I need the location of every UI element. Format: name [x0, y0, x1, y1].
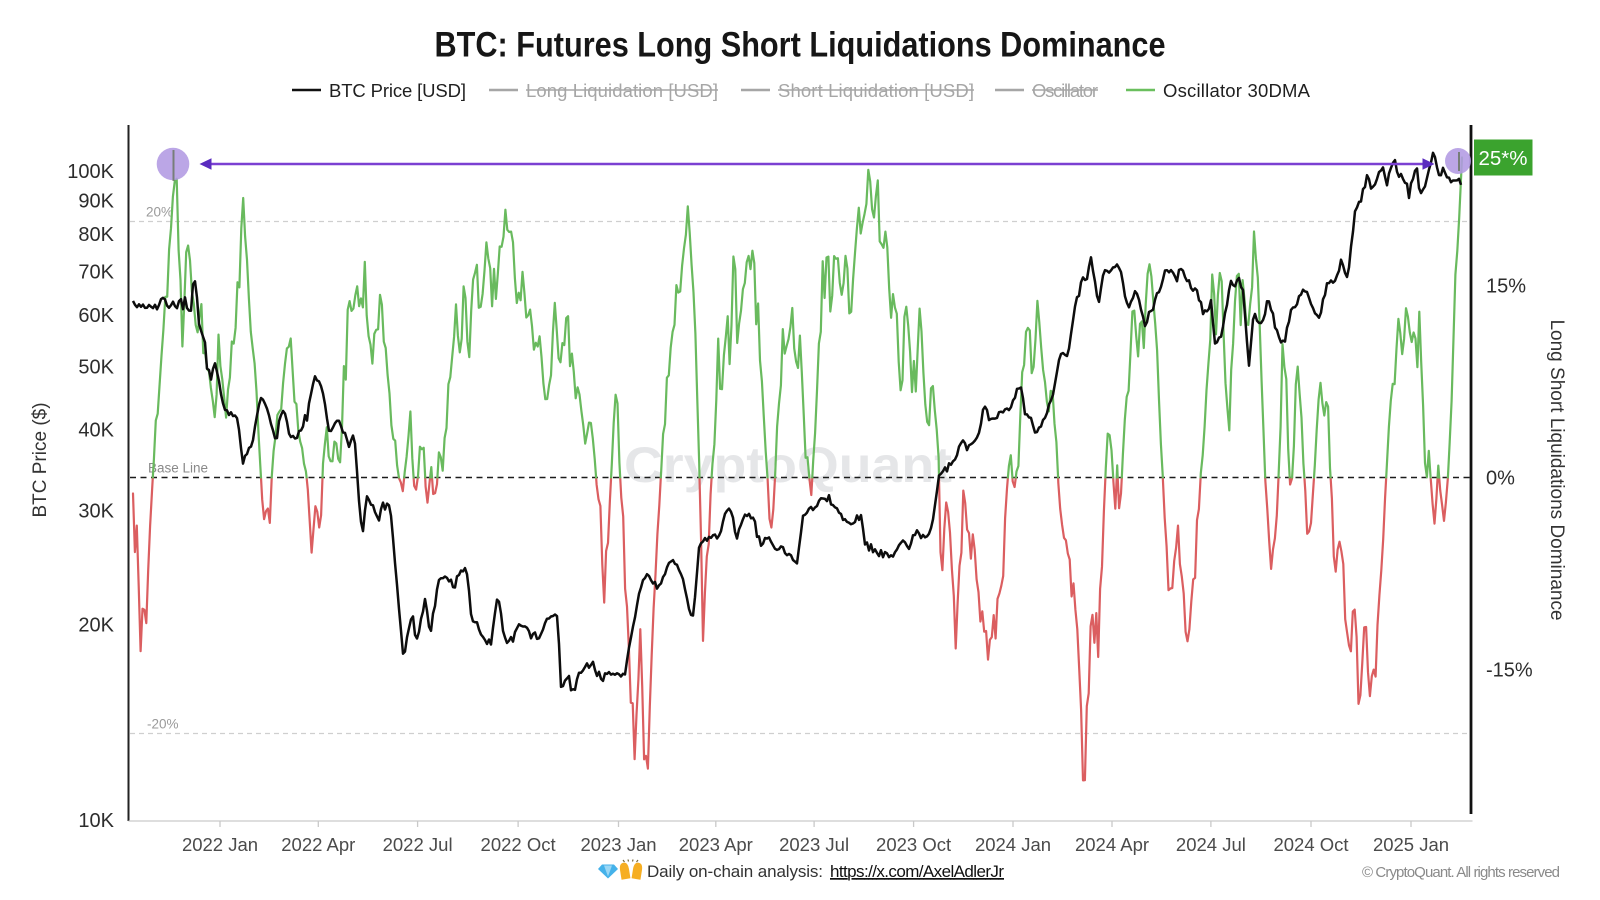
- svg-text:2022 Oct: 2022 Oct: [481, 834, 556, 855]
- svg-text:© CryptoQuant. All rights rese: © CryptoQuant. All rights reserved: [1362, 864, 1560, 881]
- svg-text:2022 Jul: 2022 Jul: [383, 834, 453, 855]
- svg-text:2023 Jan: 2023 Jan: [580, 834, 656, 855]
- svg-text:90K: 90K: [78, 191, 114, 213]
- svg-text:2023 Apr: 2023 Apr: [679, 834, 753, 855]
- svg-text:2025 Jan: 2025 Jan: [1373, 834, 1449, 855]
- svg-text:25*%: 25*%: [1478, 147, 1527, 170]
- svg-text:20%: 20%: [146, 205, 173, 220]
- svg-text:0%: 0%: [1486, 468, 1515, 490]
- svg-text:Base Line: Base Line: [148, 461, 208, 476]
- svg-text:https://x.com/AxelAdlerJr: https://x.com/AxelAdlerJr: [830, 862, 1004, 881]
- svg-text:80K: 80K: [78, 224, 114, 246]
- svg-text:100K: 100K: [67, 161, 114, 183]
- svg-text:BTC Price ($): BTC Price ($): [30, 402, 51, 517]
- svg-text:BTC: Futures Long Short Liquid: BTC: Futures Long Short Liquidations Dom…: [435, 26, 1166, 65]
- svg-text:BTC Price [USD]: BTC Price [USD]: [329, 80, 466, 101]
- svg-text:2023 Jul: 2023 Jul: [779, 834, 849, 855]
- svg-text:CryptoQuant: CryptoQuant: [624, 437, 952, 493]
- svg-text:70K: 70K: [78, 262, 114, 284]
- svg-text:20K: 20K: [78, 615, 114, 637]
- svg-text:-15%: -15%: [1486, 660, 1533, 682]
- svg-text:15%: 15%: [1486, 276, 1526, 298]
- svg-text:2024 Jul: 2024 Jul: [1176, 834, 1246, 855]
- svg-text:2024 Oct: 2024 Oct: [1273, 834, 1348, 855]
- svg-text:50K: 50K: [78, 356, 114, 378]
- svg-text:2024 Apr: 2024 Apr: [1075, 834, 1149, 855]
- svg-text:60K: 60K: [78, 305, 114, 327]
- svg-text:10K: 10K: [78, 810, 114, 832]
- svg-text:40K: 40K: [78, 419, 114, 441]
- svg-text:30K: 30K: [78, 500, 114, 522]
- svg-text:2022 Apr: 2022 Apr: [281, 834, 355, 855]
- svg-text:2022 Jan: 2022 Jan: [182, 834, 258, 855]
- svg-text:Long Short Liquidations Domina: Long Short Liquidations Dominance: [1546, 319, 1567, 620]
- svg-text:Daily on-chain analysis:: Daily on-chain analysis:: [647, 862, 823, 881]
- svg-text:Oscillator 30DMA: Oscillator 30DMA: [1163, 80, 1311, 101]
- svg-text:2024 Jan: 2024 Jan: [975, 834, 1051, 855]
- svg-text:2023 Oct: 2023 Oct: [876, 834, 951, 855]
- svg-text:-20%: -20%: [147, 717, 179, 732]
